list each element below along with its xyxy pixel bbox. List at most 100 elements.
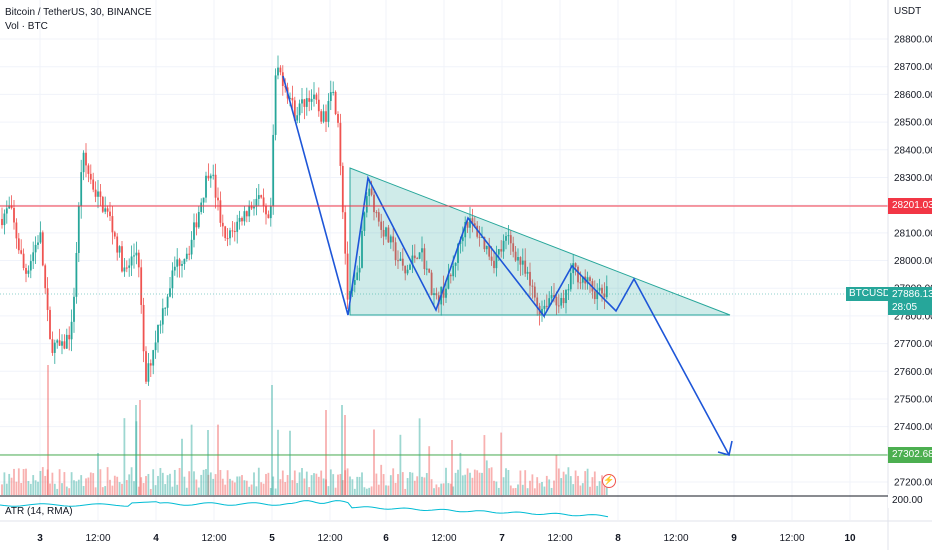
volume-bar — [181, 438, 183, 495]
candle-body — [8, 205, 11, 209]
volume-bar — [305, 471, 308, 495]
volume-bar — [123, 418, 126, 495]
candle-body — [545, 305, 548, 307]
volume-bar — [286, 475, 289, 495]
candle-body — [149, 363, 152, 366]
volume-bar — [272, 476, 275, 495]
candle-body — [221, 222, 224, 227]
volume-bar — [195, 479, 198, 495]
volume-bar — [106, 467, 109, 495]
candle-body — [457, 243, 459, 263]
projection-path — [604, 277, 733, 456]
candle-body — [401, 258, 404, 266]
symbol-title[interactable]: Bitcoin / TetherUS, 30, BINANCE — [5, 7, 152, 18]
atr-line — [0, 500, 609, 518]
candle-body — [214, 174, 217, 198]
volume-bar — [188, 471, 191, 495]
volume-bar — [572, 484, 575, 495]
volume-bar — [262, 483, 265, 495]
candle-body — [301, 99, 303, 104]
candle-body — [543, 305, 546, 309]
current-price-tag: 27886.13 28:05 — [888, 287, 932, 315]
candle-body — [229, 230, 231, 239]
volume-bar — [545, 475, 548, 495]
candle-body — [329, 92, 332, 102]
volume-bar — [565, 474, 567, 495]
volume-bar — [125, 480, 128, 495]
volume-bar — [13, 468, 15, 495]
price-tick-label: 28700.00 — [894, 62, 932, 73]
atr-title[interactable]: ATR (14, RMA) — [5, 506, 73, 517]
candle-body — [289, 97, 291, 99]
volume-bar — [3, 472, 6, 495]
volume-bar — [281, 470, 284, 495]
volume-bar — [68, 488, 71, 495]
volume-bar — [512, 488, 515, 495]
volume-bar — [325, 479, 327, 495]
volume-bar — [209, 472, 212, 495]
volume-bar — [164, 484, 167, 495]
volume-bar — [135, 421, 138, 495]
volume-bar — [152, 469, 155, 495]
price-tick-label: 27500.00 — [894, 394, 932, 405]
candle-body — [409, 264, 411, 270]
candle-body — [589, 277, 591, 282]
volume-bar — [454, 472, 457, 495]
candle-body — [10, 205, 13, 208]
candle-body — [190, 239, 193, 255]
candle-body — [44, 265, 47, 289]
volume-bar — [97, 453, 99, 495]
candle-body — [435, 293, 438, 296]
volume-bar — [337, 474, 339, 495]
volume-bar — [332, 474, 335, 495]
candle-body — [353, 279, 356, 285]
volume-bar — [339, 474, 342, 495]
candle-body — [370, 188, 373, 195]
volume-title[interactable]: Vol · BTC — [5, 21, 48, 32]
volume-bar — [603, 484, 606, 495]
volume-bar — [351, 479, 354, 495]
candle-body — [322, 111, 325, 122]
volume-bar — [51, 472, 54, 495]
volume-bar — [557, 468, 560, 495]
volume-bar — [75, 481, 78, 495]
candle-body — [574, 263, 577, 267]
candle-body — [101, 196, 104, 212]
volume-bar — [46, 469, 49, 495]
volume-bar — [49, 483, 51, 495]
volume-bar — [308, 487, 311, 495]
lightning-bolt-icon[interactable]: ⚡ — [602, 474, 616, 488]
candle-body — [118, 246, 121, 253]
candle-body — [601, 287, 603, 294]
candle-body — [243, 211, 246, 222]
candle-body — [485, 245, 488, 250]
volume-bar — [356, 476, 359, 495]
candle-body — [334, 91, 337, 115]
time-tick-label: 9 — [731, 533, 737, 544]
volume-bar — [377, 484, 380, 495]
candle-body — [226, 238, 229, 240]
volume-bar — [533, 488, 536, 495]
candle-body — [497, 249, 500, 255]
volume-bar — [315, 473, 318, 495]
candle-body — [116, 236, 119, 253]
volume-bar — [536, 477, 539, 495]
volume-bar — [464, 474, 467, 495]
candle-body — [505, 236, 507, 241]
price-axis-unit[interactable]: USDT — [894, 6, 922, 17]
volume-bar — [15, 481, 18, 495]
candle-body — [495, 254, 498, 269]
candle-body — [164, 307, 167, 309]
volume-bar — [296, 483, 299, 495]
volume-bar — [217, 424, 219, 495]
volume-bar — [548, 479, 551, 495]
volume-bar — [577, 475, 579, 495]
volume-bar — [274, 488, 277, 495]
candle-body — [512, 243, 515, 252]
volume-bar — [442, 483, 445, 495]
candle-body — [373, 194, 375, 213]
volume-bar — [73, 480, 75, 495]
